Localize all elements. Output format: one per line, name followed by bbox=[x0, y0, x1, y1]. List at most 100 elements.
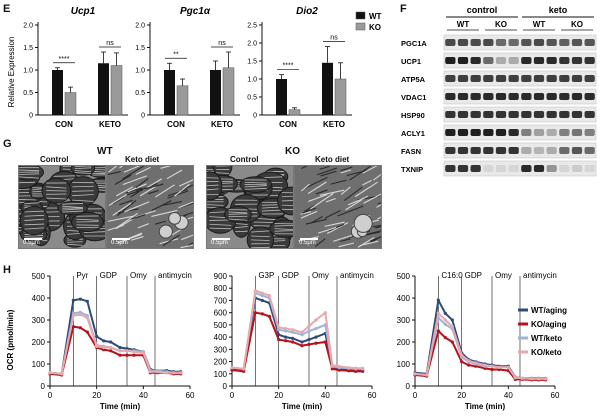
data-point bbox=[125, 353, 129, 357]
cristae-stroke bbox=[317, 226, 337, 234]
f-band bbox=[521, 75, 532, 82]
y-tick-label: 2.0 bbox=[135, 23, 145, 30]
y-tick-label: 400 bbox=[32, 294, 46, 303]
f-band bbox=[546, 129, 557, 136]
cristae-stroke bbox=[166, 169, 183, 180]
f-band bbox=[559, 75, 570, 82]
cristae-stroke bbox=[315, 238, 326, 247]
y-tick-label: 900 bbox=[214, 272, 228, 281]
h-chart-0: 0 100 200 300 400 500 0 20 40 60 Time (min) Pyr GDP O… bbox=[32, 271, 195, 411]
f-band bbox=[483, 111, 494, 118]
f-band-label: ATP5A bbox=[401, 75, 426, 84]
y-tick-label: 1.0 bbox=[247, 77, 257, 84]
sig-label: ns bbox=[106, 40, 114, 47]
scale-label: 0.5μm bbox=[111, 240, 128, 246]
f-band bbox=[521, 165, 532, 172]
cristae-stroke bbox=[305, 218, 327, 225]
data-point bbox=[48, 371, 52, 375]
cristae-stroke bbox=[333, 235, 351, 242]
data-point bbox=[314, 318, 318, 322]
x-tick-label: 0 bbox=[48, 391, 53, 400]
f-blot-strip bbox=[443, 88, 597, 105]
g-wt-title: WT bbox=[97, 146, 113, 157]
y-tick-label: 2.0 bbox=[23, 23, 33, 30]
cristae-stroke bbox=[139, 185, 157, 197]
cristae-stroke bbox=[173, 183, 190, 197]
bar-ko bbox=[176, 85, 189, 116]
f-band bbox=[584, 147, 595, 154]
data-point bbox=[460, 353, 464, 357]
legend-label: WT/keto bbox=[531, 334, 562, 343]
cristae-stroke bbox=[330, 179, 347, 185]
f-band bbox=[470, 147, 481, 154]
lipid-droplet bbox=[158, 224, 173, 239]
data-point bbox=[467, 359, 471, 363]
data-point bbox=[323, 340, 327, 344]
panel-e-ylabel: Relative Expression bbox=[7, 37, 16, 108]
cristae-stroke bbox=[370, 236, 381, 242]
data-point bbox=[109, 340, 113, 344]
data-point bbox=[284, 339, 288, 343]
f-band bbox=[533, 93, 545, 100]
cristae-stroke bbox=[181, 234, 193, 241]
cristae-stroke bbox=[125, 187, 143, 194]
f-band bbox=[521, 57, 532, 64]
data-point bbox=[71, 298, 75, 302]
f-band bbox=[483, 39, 494, 46]
data-point bbox=[291, 336, 295, 340]
data-point bbox=[141, 351, 145, 355]
sig-label: ** bbox=[173, 51, 179, 58]
f-band bbox=[571, 111, 583, 118]
f-band bbox=[546, 147, 557, 154]
y-tick-label: 700 bbox=[214, 296, 228, 305]
sig-label: ns bbox=[218, 40, 226, 47]
cristae-stroke bbox=[107, 215, 134, 222]
data-point bbox=[242, 367, 246, 371]
data-point bbox=[347, 366, 351, 370]
cristae-stroke bbox=[346, 169, 369, 177]
data-point bbox=[132, 350, 136, 354]
cristae-stroke bbox=[376, 204, 381, 208]
mitochondrion bbox=[223, 205, 252, 223]
g-wt-keto-image: 0.5μm bbox=[106, 165, 194, 249]
f-band bbox=[457, 111, 469, 118]
f-band bbox=[533, 111, 545, 118]
data-point bbox=[307, 342, 311, 347]
data-point bbox=[95, 334, 99, 339]
data-point bbox=[95, 344, 99, 348]
x-tick-label: 40 bbox=[504, 391, 513, 400]
bar-ko bbox=[334, 78, 347, 116]
data-point bbox=[260, 312, 264, 316]
data-point bbox=[530, 377, 534, 381]
y-tick-label: 400 bbox=[397, 294, 411, 303]
f-group-label: control bbox=[467, 5, 498, 15]
y-tick-label: 0.5 bbox=[135, 90, 145, 97]
cristae-stroke bbox=[362, 179, 372, 186]
injection-label: antimycin bbox=[158, 271, 192, 280]
y-tick-label: 500 bbox=[214, 321, 228, 330]
f-band bbox=[495, 75, 507, 82]
cristae-stroke bbox=[354, 181, 378, 198]
data-point bbox=[314, 341, 318, 345]
cristae-stroke bbox=[119, 166, 124, 169]
legend-label: KO bbox=[369, 23, 381, 32]
data-point bbox=[330, 363, 334, 367]
f-subgroup-label: WT bbox=[457, 20, 470, 29]
data-point bbox=[71, 314, 75, 318]
panel-letter-g: G bbox=[3, 138, 12, 150]
data-point bbox=[291, 328, 295, 332]
f-band bbox=[546, 111, 557, 118]
data-point bbox=[330, 367, 334, 371]
data-point bbox=[354, 369, 358, 373]
y-tick-label: 0.5 bbox=[247, 95, 257, 102]
f-band bbox=[470, 129, 481, 136]
injection-label: Omy bbox=[130, 271, 147, 280]
bar-wt bbox=[210, 70, 221, 115]
data-point bbox=[307, 324, 311, 328]
x-tick-label: 0 bbox=[413, 391, 418, 400]
f-band bbox=[533, 39, 545, 46]
y-tick-label: 0 bbox=[223, 382, 228, 391]
f-band-label: FASN bbox=[401, 147, 421, 156]
mitochondrion bbox=[70, 166, 96, 176]
x-category-label: KETO bbox=[211, 120, 233, 129]
